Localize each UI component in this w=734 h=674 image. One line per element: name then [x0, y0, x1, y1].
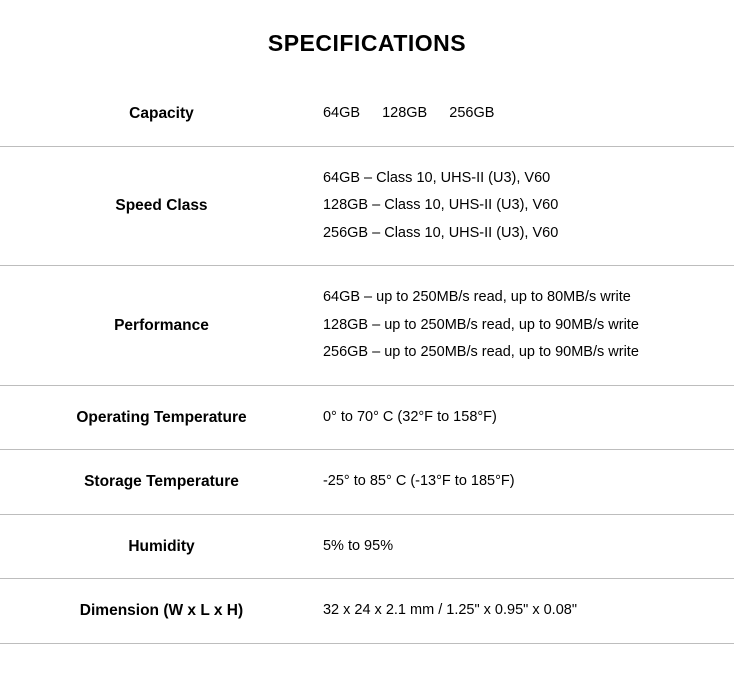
spec-row-storage-temp: Storage Temperature -25° to 85° C (-13°F… — [0, 450, 734, 515]
performance-line: 128GB – up to 250MB/s read, up to 90MB/s… — [323, 312, 724, 340]
spec-row-capacity: Capacity 64GB 128GB 256GB — [0, 82, 734, 147]
performance-line: 64GB – up to 250MB/s read, up to 80MB/s … — [323, 284, 724, 312]
spec-label-storage-temp: Storage Temperature — [0, 468, 323, 496]
spec-value-capacity: 64GB 128GB 256GB — [323, 100, 734, 128]
spec-row-performance: Performance 64GB – up to 250MB/s read, u… — [0, 266, 734, 386]
spec-row-speed-class: Speed Class 64GB – Class 10, UHS-II (U3)… — [0, 147, 734, 267]
storage-temp-value: -25° to 85° C (-13°F to 185°F) — [323, 468, 724, 496]
spec-label-humidity: Humidity — [0, 533, 323, 561]
spec-container: SPECIFICATIONS Capacity 64GB 128GB 256GB… — [0, 0, 734, 674]
speed-class-line: 128GB – Class 10, UHS-II (U3), V60 — [323, 192, 724, 220]
spec-row-dimension: Dimension (W x L x H) 32 x 24 x 2.1 mm /… — [0, 579, 734, 644]
spec-label-operating-temp: Operating Temperature — [0, 404, 323, 432]
spec-label-speed-class: Speed Class — [0, 165, 323, 248]
capacity-option: 256GB — [449, 100, 494, 128]
dimension-value: 32 x 24 x 2.1 mm / 1.25" x 0.95" x 0.08" — [323, 597, 724, 625]
speed-class-line: 64GB – Class 10, UHS-II (U3), V60 — [323, 165, 724, 193]
spec-label-capacity: Capacity — [0, 100, 323, 128]
operating-temp-value: 0° to 70° C (32°F to 158°F) — [323, 404, 724, 432]
spec-label-performance: Performance — [0, 284, 323, 367]
capacity-option: 64GB — [323, 100, 360, 128]
spec-value-dimension: 32 x 24 x 2.1 mm / 1.25" x 0.95" x 0.08" — [323, 597, 734, 625]
spec-title: SPECIFICATIONS — [0, 30, 734, 57]
performance-line: 256GB – up to 250MB/s read, up to 90MB/s… — [323, 339, 724, 367]
speed-class-line: 256GB – Class 10, UHS-II (U3), V60 — [323, 220, 724, 248]
capacity-option: 128GB — [382, 100, 427, 128]
spec-value-performance: 64GB – up to 250MB/s read, up to 80MB/s … — [323, 284, 734, 367]
spec-value-speed-class: 64GB – Class 10, UHS-II (U3), V60 128GB … — [323, 165, 734, 248]
spec-label-dimension: Dimension (W x L x H) — [0, 597, 323, 625]
spec-value-operating-temp: 0° to 70° C (32°F to 158°F) — [323, 404, 734, 432]
spec-value-storage-temp: -25° to 85° C (-13°F to 185°F) — [323, 468, 734, 496]
spec-row-operating-temp: Operating Temperature 0° to 70° C (32°F … — [0, 386, 734, 451]
spec-value-humidity: 5% to 95% — [323, 533, 734, 561]
humidity-value: 5% to 95% — [323, 533, 724, 561]
spec-row-humidity: Humidity 5% to 95% — [0, 515, 734, 580]
